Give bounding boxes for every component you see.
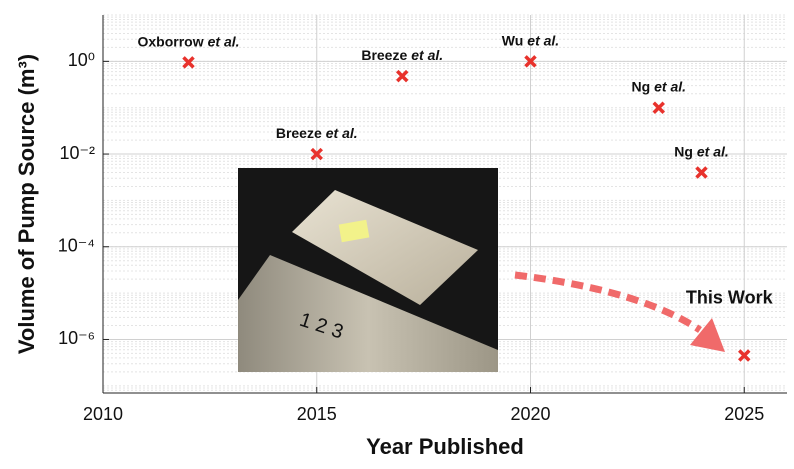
x-axis-title: Year Published (366, 434, 524, 459)
point-label: Breeze et al. (276, 125, 358, 141)
author: Breeze (361, 47, 407, 63)
annotation: This Work (686, 287, 774, 307)
author: Oxborrow (137, 33, 203, 49)
marker (396, 69, 409, 83)
x-tick-label: 2010 (83, 404, 123, 424)
marker (182, 56, 195, 69)
y-axis-title: Volume of Pump Source (m³) (14, 54, 39, 354)
et-al: et al. (527, 32, 559, 48)
photo-inset: 1 2 3 (238, 168, 498, 372)
y-tick-label: 10⁻⁶ (58, 328, 95, 348)
arrow-head (690, 318, 725, 352)
et-al: et al. (654, 78, 686, 94)
x-tick-label: 2020 (510, 404, 550, 424)
x-tick-label: 2025 (724, 404, 764, 424)
point-label: Ng et al. (674, 143, 729, 159)
y-tick-label: 10⁻⁴ (58, 236, 95, 256)
et-al: et al. (697, 143, 729, 159)
arrow (514, 271, 702, 333)
et-al: et al. (411, 47, 443, 63)
y-tick-label: 10⁰ (68, 50, 95, 70)
author: Breeze (276, 125, 322, 141)
point-label: Wu et al. (502, 32, 559, 48)
et-al: et al. (326, 125, 358, 141)
marker (310, 147, 323, 161)
author: Wu (502, 32, 524, 48)
marker (524, 55, 537, 68)
marker (695, 166, 708, 179)
x-tick-label: 2015 (297, 404, 337, 424)
marker (652, 101, 665, 114)
point-label: Breeze et al. (361, 47, 443, 63)
author: Ng (674, 143, 693, 159)
et-al: et al. (208, 33, 240, 49)
y-tick-label: 10⁻² (59, 143, 95, 163)
marker (738, 349, 751, 362)
author: Ng (631, 78, 650, 94)
point-label: Ng et al. (631, 78, 686, 94)
point-label: Oxborrow et al. (137, 33, 239, 49)
